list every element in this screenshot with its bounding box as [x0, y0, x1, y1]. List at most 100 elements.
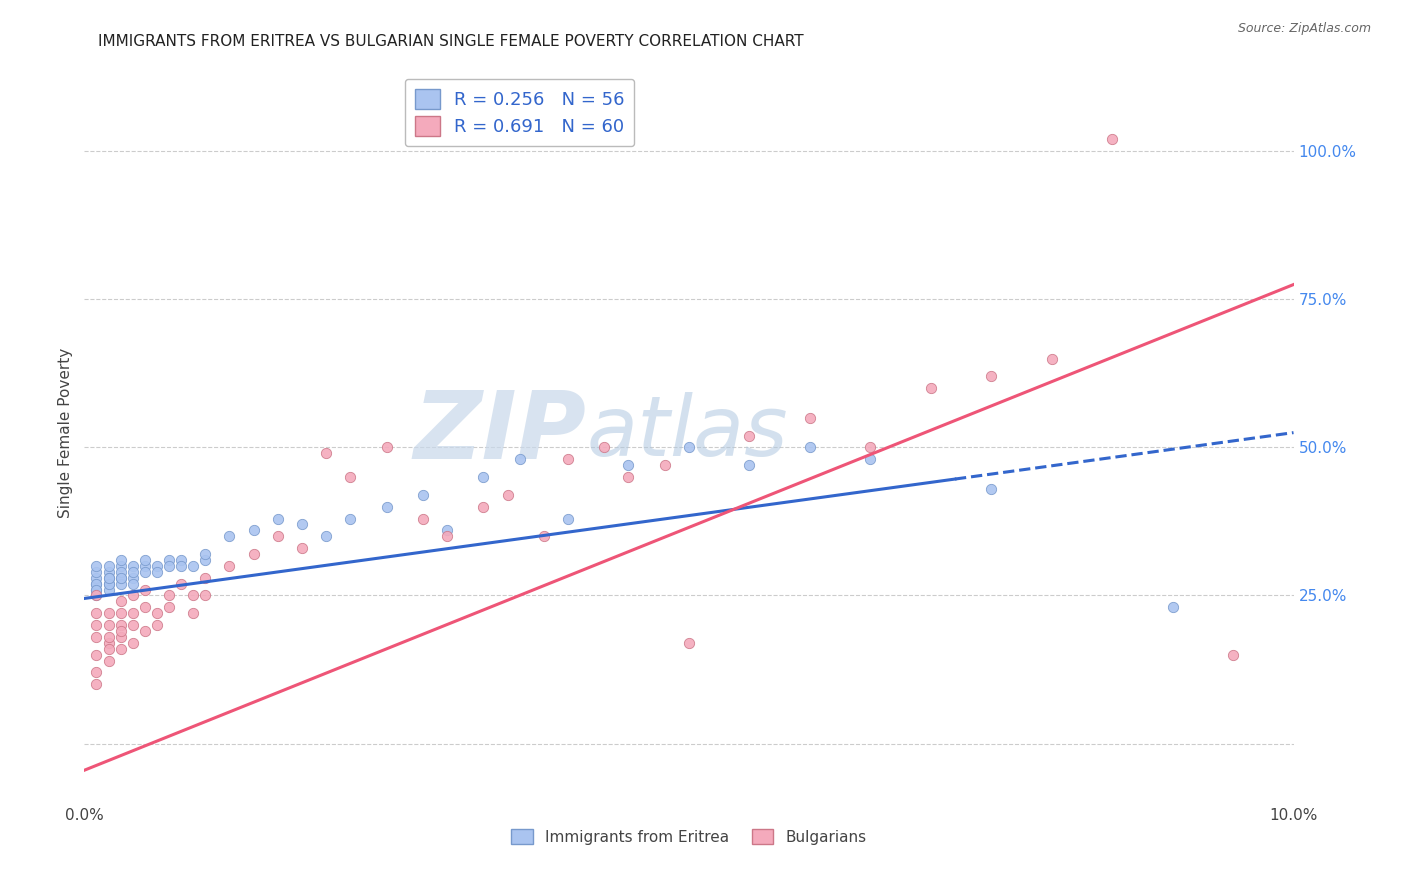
- Point: [121, 636, 143, 650]
- Point: [86, 589, 108, 603]
- Point: [242, 524, 264, 538]
- Point: [146, 607, 169, 621]
- Point: [146, 558, 169, 573]
- Point: [412, 488, 434, 502]
- Point: [859, 452, 882, 467]
- Point: [86, 589, 108, 603]
- Point: [134, 624, 156, 638]
- Point: [86, 648, 108, 662]
- Point: [218, 558, 240, 573]
- Point: [110, 630, 132, 644]
- Point: [86, 607, 108, 621]
- Point: [242, 547, 264, 561]
- Text: ZIP: ZIP: [413, 386, 586, 479]
- Point: [97, 565, 120, 579]
- Point: [86, 558, 108, 573]
- Point: [170, 576, 193, 591]
- Point: [472, 470, 495, 484]
- Point: [181, 589, 204, 603]
- Point: [859, 441, 882, 455]
- Point: [86, 576, 108, 591]
- Point: [267, 511, 290, 525]
- Point: [97, 641, 120, 656]
- Point: [170, 558, 193, 573]
- Point: [509, 452, 531, 467]
- Point: [121, 607, 143, 621]
- Point: [799, 441, 821, 455]
- Point: [170, 553, 193, 567]
- Point: [375, 441, 398, 455]
- Point: [97, 576, 120, 591]
- Text: atlas: atlas: [586, 392, 787, 473]
- Point: [738, 458, 761, 473]
- Point: [134, 553, 156, 567]
- Point: [980, 482, 1002, 496]
- Point: [134, 565, 156, 579]
- Point: [194, 547, 217, 561]
- Point: [1222, 648, 1244, 662]
- Point: [799, 410, 821, 425]
- Point: [181, 607, 204, 621]
- Point: [375, 500, 398, 514]
- Point: [86, 630, 108, 644]
- Point: [110, 594, 132, 608]
- Point: [97, 582, 120, 597]
- Point: [86, 582, 108, 597]
- Point: [110, 576, 132, 591]
- Point: [738, 428, 761, 442]
- Point: [97, 571, 120, 585]
- Point: [412, 511, 434, 525]
- Point: [86, 665, 108, 680]
- Point: [110, 553, 132, 567]
- Point: [110, 607, 132, 621]
- Point: [157, 589, 180, 603]
- Point: [86, 576, 108, 591]
- Point: [678, 636, 700, 650]
- Point: [436, 524, 458, 538]
- Point: [134, 600, 156, 615]
- Point: [121, 618, 143, 632]
- Point: [980, 369, 1002, 384]
- Point: [194, 553, 217, 567]
- Point: [533, 529, 555, 543]
- Point: [121, 571, 143, 585]
- Point: [654, 458, 676, 473]
- Point: [194, 571, 217, 585]
- Legend: Immigrants from Eritrea, Bulgarians: Immigrants from Eritrea, Bulgarians: [505, 822, 873, 851]
- Point: [110, 618, 132, 632]
- Point: [97, 607, 120, 621]
- Point: [291, 517, 314, 532]
- Point: [86, 677, 108, 691]
- Point: [339, 470, 361, 484]
- Point: [97, 630, 120, 644]
- Point: [1040, 351, 1063, 366]
- Point: [157, 600, 180, 615]
- Point: [194, 589, 217, 603]
- Point: [86, 618, 108, 632]
- Point: [97, 654, 120, 668]
- Y-axis label: Single Female Poverty: Single Female Poverty: [58, 348, 73, 517]
- Text: Source: ZipAtlas.com: Source: ZipAtlas.com: [1237, 22, 1371, 36]
- Point: [110, 641, 132, 656]
- Point: [110, 558, 132, 573]
- Point: [97, 571, 120, 585]
- Point: [617, 470, 640, 484]
- Point: [291, 541, 314, 555]
- Point: [617, 458, 640, 473]
- Point: [134, 558, 156, 573]
- Point: [146, 618, 169, 632]
- Point: [557, 511, 579, 525]
- Point: [97, 576, 120, 591]
- Point: [86, 565, 108, 579]
- Point: [557, 452, 579, 467]
- Point: [121, 576, 143, 591]
- Point: [181, 558, 204, 573]
- Point: [436, 529, 458, 543]
- Point: [157, 558, 180, 573]
- Point: [1161, 600, 1184, 615]
- Point: [86, 571, 108, 585]
- Point: [110, 624, 132, 638]
- Point: [110, 565, 132, 579]
- Point: [157, 553, 180, 567]
- Point: [315, 529, 337, 543]
